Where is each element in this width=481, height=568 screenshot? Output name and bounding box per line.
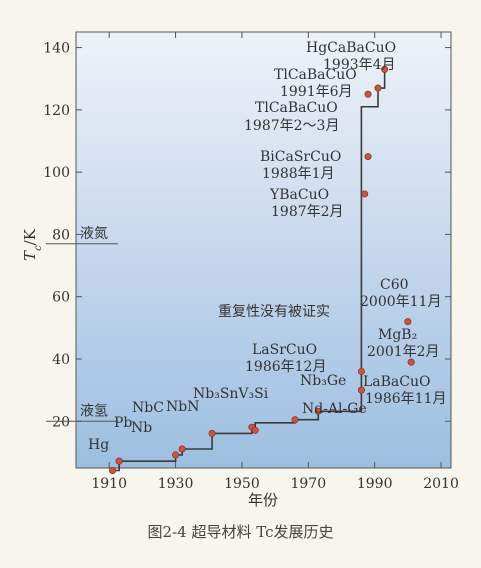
data-point [291,416,299,424]
x-tick-label: 1930 [158,476,194,492]
annotation-label: TlCaBaCuO [274,67,357,83]
y-tick-label: 100 [43,165,70,181]
annotation-label: Nb₃Ge [300,373,346,389]
annotation-label: 重复性没有被证实 [218,303,330,320]
annotation-label: 2001年2月 [367,344,440,360]
annotation-label: 1987年2～3月 [244,118,339,134]
y-tick-label: 120 [43,103,70,119]
y-tick-label: 140 [43,41,70,57]
x-tick-label: 1950 [224,476,260,492]
tc-history-chart: 20 40 60 80 100 120 140 1910 1930 1950 1970 1990 201… [21,31,459,509]
reference-line-label: 液氢 [80,403,108,419]
annotation-label: Hg [88,437,109,453]
x-tick-label: 1970 [290,476,326,492]
annotation-label: 1987年2月 [271,204,344,220]
annotation-label: 1993年4月 [323,57,396,73]
annotation-label: BiCaSrCuO [260,149,341,165]
plot-area [75,31,452,469]
x-tick-label: 1990 [357,476,393,492]
data-point [407,358,415,366]
data-point [314,407,322,415]
data-point [357,367,365,375]
y-tick-label: 40 [52,352,70,368]
y-tick-label: 80 [52,227,70,243]
annotation-label: YBaCuO [269,187,329,203]
data-point [364,90,372,98]
annotation-label: MgB₂ [378,327,417,343]
data-point [178,445,186,453]
y-axis-label: Tc/K [21,228,44,261]
annotation-label: 2000年11月 [360,294,441,310]
y-tick-label: 20 [52,414,70,430]
annotation-label: C60 [380,277,409,293]
data-point [251,426,259,434]
data-point [208,429,216,437]
data-point [109,466,117,474]
data-point [404,318,412,326]
annotation-label: TlCaBaCuO [255,100,338,116]
data-point [115,457,123,465]
annotation-label: LaSrCuO [252,342,317,358]
annotation-label: 1986年11月 [365,391,446,407]
y-tick-label: 60 [52,290,70,306]
reference-line-label: 液氮 [80,226,108,242]
x-axis-label: 年份 [248,491,278,509]
annotation-label: HgCaBaCuO [306,40,396,56]
x-tick-label: 1910 [91,476,127,492]
annotation-label: NbN [166,399,199,415]
annotation-label: LaBaCuO [363,374,430,390]
data-point [374,84,382,92]
annotation-label: Pb [114,415,132,431]
annotation-label: 1988年1月 [262,166,335,182]
annotation-label: Nb₃SnV₃Si [193,386,269,402]
data-point [357,386,365,394]
annotation-label: 1991年6月 [280,84,353,100]
annotation-label: NbC [132,400,164,416]
figure-caption: 图2-4 超导材料 Tc发展历史 [147,523,334,541]
annotation-label: 1986年12月 [245,359,326,375]
data-point [381,65,389,73]
annotation-label: Nd-Al-Ge [302,401,367,417]
annotation-label: Nb [131,420,152,436]
x-tick-label: 2010 [423,476,459,492]
data-point [172,451,180,459]
data-point [364,153,372,161]
data-point [361,190,369,198]
